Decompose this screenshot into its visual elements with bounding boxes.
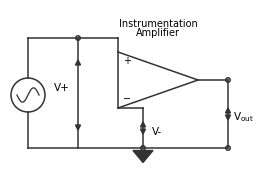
Polygon shape: [75, 125, 80, 130]
Text: Instrumentation: Instrumentation: [119, 19, 197, 29]
Text: V+: V+: [54, 83, 70, 93]
Polygon shape: [225, 108, 230, 113]
Polygon shape: [75, 60, 80, 65]
Polygon shape: [133, 151, 153, 163]
Polygon shape: [225, 115, 230, 120]
Text: −: −: [123, 94, 131, 104]
Text: V$_{\rm out}$: V$_{\rm out}$: [233, 110, 254, 124]
Text: +: +: [123, 56, 131, 66]
Polygon shape: [140, 122, 145, 127]
Polygon shape: [140, 129, 145, 134]
Text: V-: V-: [152, 127, 162, 137]
Text: Amplifier: Amplifier: [136, 28, 180, 38]
